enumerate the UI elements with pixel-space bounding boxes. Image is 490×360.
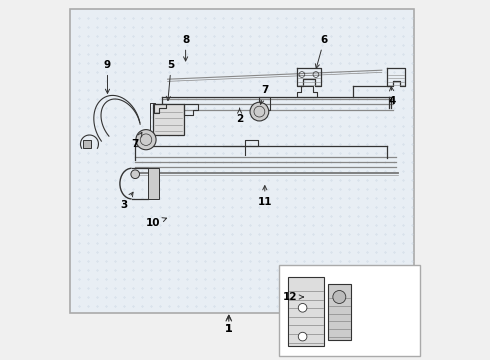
Text: 12: 12 xyxy=(283,292,303,302)
Bar xyxy=(328,284,351,340)
Text: 3: 3 xyxy=(121,192,133,210)
Text: 11: 11 xyxy=(258,186,272,207)
Bar xyxy=(83,140,91,148)
Circle shape xyxy=(333,291,346,303)
Bar xyxy=(288,277,324,346)
Circle shape xyxy=(250,102,269,121)
Text: 5: 5 xyxy=(166,60,175,100)
Text: 2: 2 xyxy=(236,108,243,124)
Circle shape xyxy=(136,130,156,150)
Text: 8: 8 xyxy=(182,35,189,61)
Circle shape xyxy=(298,332,307,341)
Bar xyxy=(279,265,419,356)
Text: 9: 9 xyxy=(104,60,111,93)
Circle shape xyxy=(131,170,140,179)
Text: 7: 7 xyxy=(131,132,142,149)
Bar xyxy=(153,104,184,135)
Text: 4: 4 xyxy=(389,87,396,106)
Text: 10: 10 xyxy=(146,218,167,228)
Text: 1: 1 xyxy=(225,324,233,334)
Text: 1: 1 xyxy=(225,315,232,334)
Text: 6: 6 xyxy=(316,35,328,68)
Bar xyxy=(148,168,159,199)
Circle shape xyxy=(298,303,307,312)
Text: 7: 7 xyxy=(260,85,269,104)
Bar xyxy=(71,9,414,313)
